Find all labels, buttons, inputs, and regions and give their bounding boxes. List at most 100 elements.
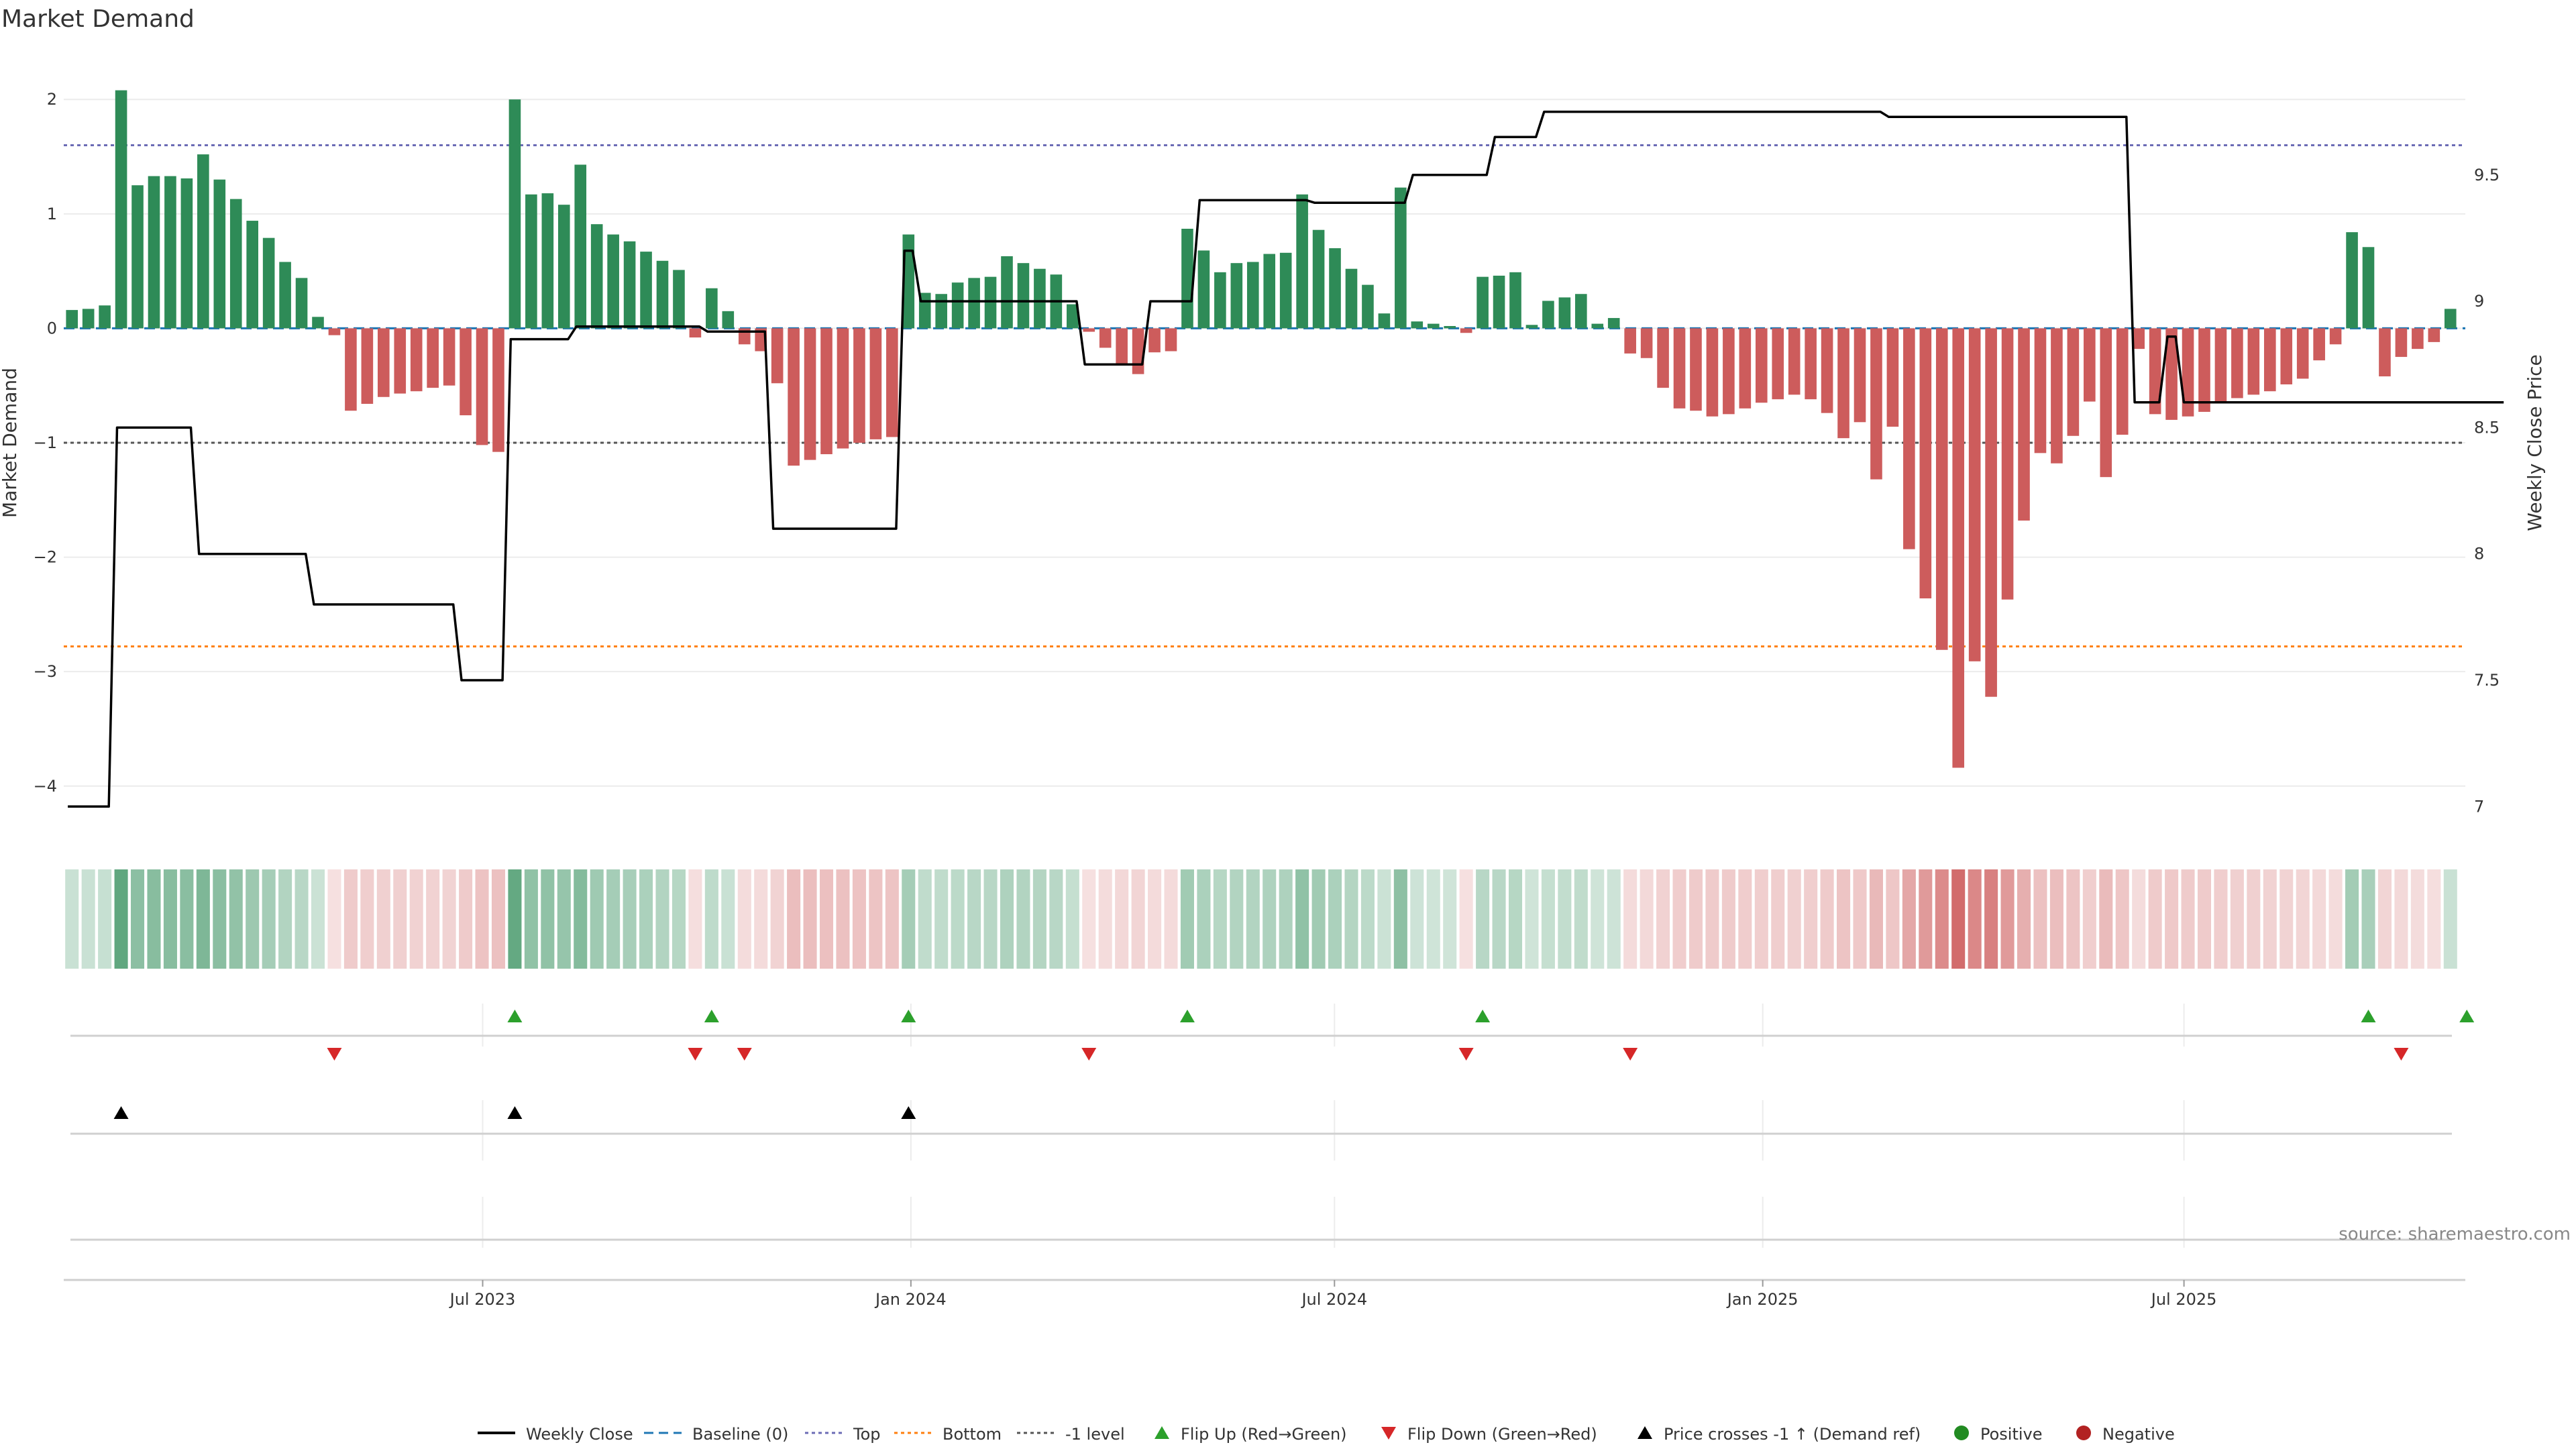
- legend-label: Negative: [2102, 1425, 2175, 1444]
- demand-bar: [279, 262, 291, 329]
- demand-bar: [1329, 248, 1341, 329]
- demand-bar: [2034, 328, 2047, 453]
- legend-label: Baseline (0): [692, 1425, 788, 1444]
- heat-cell: [442, 869, 456, 969]
- legend-item: Positive: [1954, 1425, 2043, 1444]
- heat-cell: [1853, 869, 1867, 969]
- demand-bar: [2231, 328, 2243, 398]
- demand-bar: [968, 278, 980, 329]
- demand-bar: [1411, 321, 1424, 329]
- heat-cell: [541, 869, 555, 969]
- heat-cell: [1869, 869, 1883, 969]
- demand-bar: [574, 164, 587, 329]
- heat-cell: [2132, 869, 2146, 969]
- legend-cross-icon: [1638, 1426, 1652, 1439]
- heat-cell: [1164, 869, 1178, 969]
- y2-tick-label: 9: [2474, 292, 2484, 311]
- heat-cell: [1754, 869, 1768, 969]
- demand-bar: [82, 309, 95, 329]
- heat-cell: [1591, 869, 1605, 969]
- heat-cell: [2197, 869, 2212, 969]
- heat-cell: [1688, 869, 1703, 969]
- demand-bar: [1706, 328, 1719, 417]
- heat-cell: [1656, 869, 1670, 969]
- heat-cell: [1951, 869, 1966, 969]
- heat-cell: [1197, 869, 1211, 969]
- heat-cell: [787, 869, 801, 969]
- legend-item: Negative: [2076, 1425, 2175, 1444]
- y2-tick-label: 7.5: [2474, 671, 2500, 690]
- heat-cell: [2165, 869, 2179, 969]
- legend-flip-up-icon: [1155, 1426, 1169, 1439]
- heat-cell: [327, 869, 341, 969]
- heat-cell: [114, 869, 128, 969]
- legend-label: Flip Down (Green→Red): [1407, 1425, 1597, 1444]
- heat-cell: [1016, 869, 1030, 969]
- heat-cell: [1098, 869, 1112, 969]
- demand-bar: [262, 237, 275, 329]
- y-axis-label: Market Demand: [0, 368, 21, 518]
- legend-label: Weekly Close: [526, 1425, 633, 1444]
- demand-bar: [1066, 304, 1079, 329]
- demand-bar: [935, 294, 947, 329]
- heat-cell: [1459, 869, 1473, 969]
- heat-cell: [1213, 869, 1227, 969]
- heat-cell: [246, 869, 260, 969]
- demand-bar: [640, 252, 652, 329]
- demand-bar: [1952, 328, 1965, 768]
- heat-cell: [262, 869, 276, 969]
- demand-bar: [2412, 328, 2424, 350]
- heat-cell: [770, 869, 784, 969]
- heat-cell: [2394, 869, 2408, 969]
- demand-bar: [853, 328, 865, 443]
- demand-bar: [2313, 328, 2325, 361]
- demand-bar: [1214, 272, 1226, 329]
- demand-bar: [1395, 187, 1407, 329]
- legend-item: Price crosses -1 ↑ (Demand ref): [1638, 1425, 1921, 1444]
- heat-cell: [196, 869, 210, 969]
- demand-bar: [229, 199, 242, 329]
- heat-cell: [574, 869, 588, 969]
- demand-bar: [1181, 229, 1193, 329]
- demand-bar: [2182, 328, 2194, 417]
- demand-bar: [902, 234, 915, 329]
- demand-bar: [427, 328, 439, 388]
- demand-bar: [788, 328, 800, 466]
- demand-bar: [1723, 328, 1735, 415]
- demand-bar: [1575, 294, 1587, 329]
- heat-cell: [1672, 869, 1686, 969]
- demand-bar: [2116, 328, 2129, 435]
- demand-bar: [1919, 328, 1932, 598]
- y2-tick-label: 7: [2474, 797, 2484, 816]
- demand-bar: [951, 282, 964, 329]
- demand-bar: [689, 328, 702, 338]
- heat-cell: [2443, 869, 2457, 969]
- heat-cell: [672, 869, 686, 969]
- heat-cell: [376, 869, 390, 969]
- demand-bar: [1854, 328, 1866, 423]
- demand-bar: [2362, 247, 2375, 329]
- demand-bar: [557, 205, 570, 329]
- demand-bar: [246, 221, 259, 329]
- heat-cell: [1771, 869, 1785, 969]
- demand-bar: [476, 328, 488, 445]
- demand-bar: [673, 270, 685, 329]
- heat-cell: [967, 869, 981, 969]
- legend-positive-dot: [1954, 1426, 1969, 1440]
- demand-bar: [1525, 325, 1538, 329]
- heat-cell: [1082, 869, 1096, 969]
- heat-cell: [2427, 869, 2441, 969]
- y2-tick-label: 8: [2474, 545, 2484, 564]
- heat-cell: [229, 869, 243, 969]
- demand-bar: [2001, 328, 2014, 600]
- demand-bar: [2214, 328, 2227, 403]
- demand-bar: [1279, 252, 1292, 329]
- heat-cell: [557, 869, 571, 969]
- heat-cell: [1115, 869, 1129, 969]
- flip-down-marker: [737, 1048, 752, 1061]
- legend-label: Price crosses -1 ↑ (Demand ref): [1664, 1425, 1921, 1444]
- demand-bar: [460, 328, 472, 416]
- source-note: source: sharemaestro.com: [2339, 1224, 2571, 1244]
- heat-cell: [704, 869, 718, 969]
- heat-cell: [343, 869, 358, 969]
